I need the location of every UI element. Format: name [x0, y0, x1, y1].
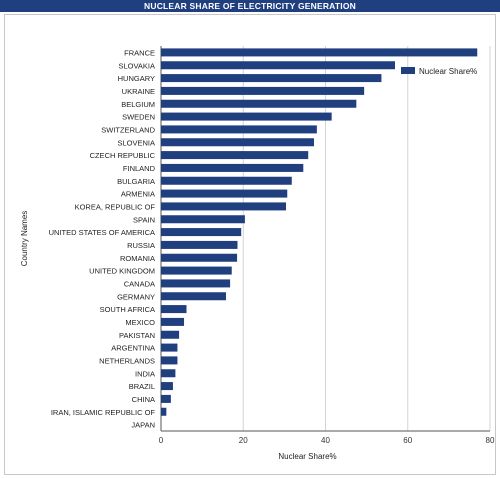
bar	[161, 343, 178, 352]
chart-title: NUCLEAR SHARE OF ELECTRICITY GENERATION	[0, 0, 500, 12]
x-tick-label: 0	[159, 436, 164, 445]
y-tick-label: RUSSIA	[127, 241, 155, 250]
bar	[161, 61, 396, 70]
y-tick-label: NETHERLANDS	[99, 356, 155, 365]
y-tick-label: ARGENTINA	[111, 344, 155, 353]
y-tick-label: FRANCE	[124, 48, 155, 57]
y-tick-label: BULGARIA	[117, 177, 155, 186]
y-tick-label: HUNGARY	[118, 74, 155, 83]
y-tick-label: BELGIUM	[121, 100, 155, 109]
y-tick-label: CHINA	[132, 395, 155, 404]
y-tick-label: SOUTH AFRICA	[100, 305, 155, 314]
bar	[161, 151, 309, 160]
y-tick-label: CZECH REPUBLIC	[90, 151, 156, 160]
y-tick-label: SWITZERLAND	[101, 125, 155, 134]
bar	[161, 369, 176, 378]
bar	[161, 292, 226, 301]
bar	[161, 356, 178, 365]
bar	[161, 382, 173, 391]
y-tick-label: IRAN, ISLAMIC REPUBLIC OF	[51, 408, 156, 417]
y-tick-label: JAPAN	[131, 421, 155, 430]
bar	[161, 407, 167, 416]
bar	[161, 215, 245, 224]
bar	[161, 112, 332, 121]
x-tick-label: 20	[239, 436, 248, 445]
y-tick-label: UNITED KINGDOM	[89, 267, 155, 276]
bar	[161, 99, 357, 108]
bar	[161, 305, 187, 314]
y-tick-label: KOREA, REPUBLIC OF	[75, 202, 156, 211]
y-tick-label: MEXICO	[125, 318, 155, 327]
bar	[161, 394, 171, 403]
bar	[161, 228, 242, 237]
chart-frame: 0 20 40 60 80 FRANCE SLOVAKIA HUNGARY UKRAINE BEL…	[4, 14, 496, 475]
bar	[161, 240, 238, 249]
y-tick-label: UNITED STATES OF AMERICA	[49, 228, 155, 237]
bar	[161, 176, 292, 185]
bar	[161, 253, 238, 262]
y-tick-label: GERMANY	[117, 292, 155, 301]
nuclear-share-bar-chart: 0 20 40 60 80 FRANCE SLOVAKIA HUNGARY UKRAINE BEL…	[20, 46, 495, 461]
x-tick-label: 40	[321, 436, 330, 445]
x-tick-label: 60	[403, 436, 412, 445]
bar	[161, 138, 314, 147]
bar	[161, 125, 317, 134]
bar	[161, 189, 288, 198]
bar	[161, 163, 304, 172]
bar	[161, 86, 365, 95]
y-tick-label: SLOVENIA	[117, 138, 155, 147]
x-axis-title: Nuclear Share%	[278, 452, 336, 461]
y-tick-label: SWEDEN	[122, 113, 155, 122]
y-tick-label: INDIA	[135, 369, 155, 378]
y-tick-label: SPAIN	[133, 215, 155, 224]
x-tick-label: 80	[486, 436, 495, 445]
y-tick-label: UKRAINE	[122, 87, 155, 96]
y-tick-label: CANADA	[124, 279, 155, 288]
bar	[161, 279, 231, 288]
bar	[161, 48, 478, 57]
bar	[161, 317, 185, 326]
y-tick-label: ROMANIA	[120, 254, 155, 263]
y-tick-label: SLOVAKIA	[118, 61, 155, 70]
y-axis-title: Country Names	[20, 211, 29, 267]
bar	[161, 266, 232, 275]
bar	[161, 202, 287, 211]
bar	[161, 330, 180, 339]
y-tick-label: FINLAND	[123, 164, 156, 173]
y-tick-label: BRAZIL	[129, 382, 155, 391]
y-tick-label: ARMENIA	[121, 190, 155, 199]
legend-label: Nuclear Share%	[419, 67, 477, 76]
bar	[161, 74, 382, 83]
y-tick-label: PAKISTAN	[119, 331, 155, 340]
legend-swatch	[401, 67, 415, 74]
